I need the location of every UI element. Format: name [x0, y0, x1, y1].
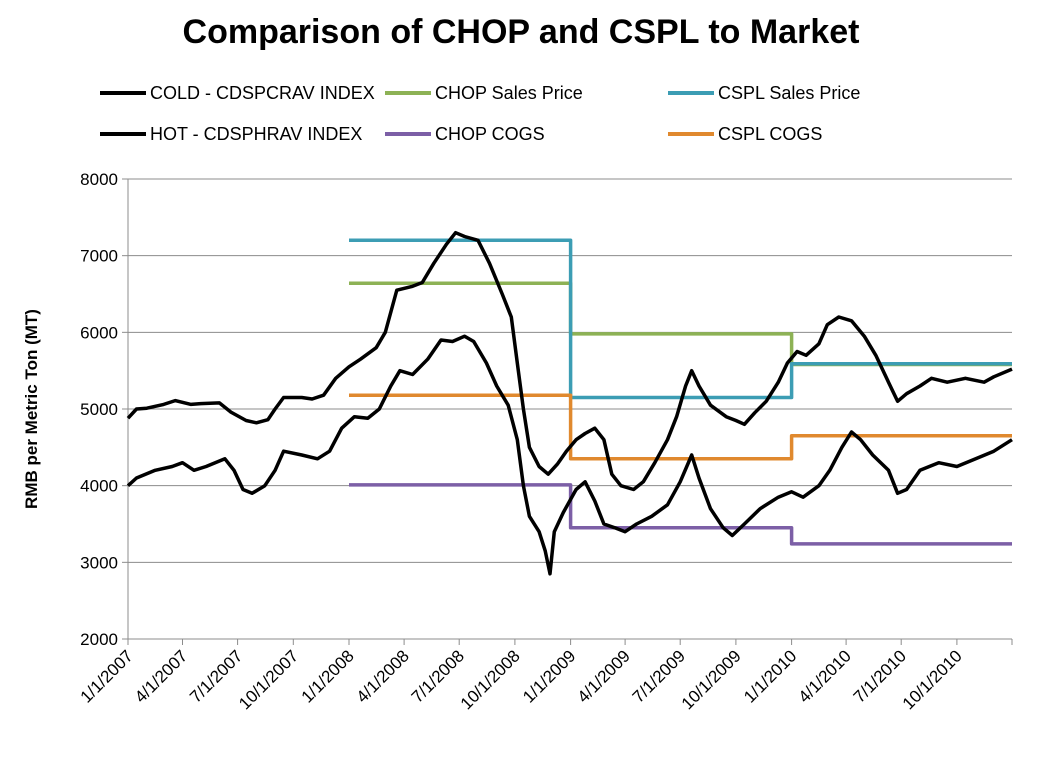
y-tick-label: 8000: [80, 170, 118, 189]
x-tick-label: 4/1/2009: [574, 646, 634, 706]
y-tick-label: 2000: [80, 630, 118, 649]
series-line-hot-cdsphrav-index: [126, 334, 1013, 576]
chart-title: Comparison of CHOP and CSPL to Market: [183, 13, 860, 51]
x-tick-label: 4/1/2008: [353, 646, 413, 706]
x-tick-label: 1/1/2009: [519, 646, 579, 706]
x-tick-label: 10/1/2007: [235, 646, 302, 713]
y-tick-label: 5000: [80, 400, 118, 419]
y-tick-label: 4000: [80, 477, 118, 496]
series-line-chop-sales-price: [349, 281, 1012, 367]
legend-label-cspl-cogs: CSPL COGS: [718, 124, 822, 144]
x-tick-label: 10/1/2008: [457, 646, 524, 713]
series-lines: [126, 230, 1013, 576]
series-line-chop-cogs: [349, 483, 1012, 546]
x-tick-label: 4/1/2010: [795, 646, 855, 706]
x-tick-label: 1/1/2008: [298, 646, 358, 706]
x-tick-label: 10/1/2009: [678, 646, 745, 713]
legend: COLD - CDSPCRAV INDEX CHOP Sales Price C…: [100, 83, 860, 144]
axes: 20003000400050006000700080001/1/20074/1/…: [77, 170, 1013, 713]
y-axis-title: RMB per Metric Ton (MT): [22, 309, 41, 509]
y-tick-label: 3000: [80, 553, 118, 572]
x-tick-label: 10/1/2010: [899, 646, 966, 713]
x-tick-label: 1/1/2007: [77, 646, 137, 706]
legend-label-hot: HOT - CDSPHRAV INDEX: [150, 124, 362, 144]
series-line-cspl-sales-price: [349, 238, 1012, 400]
series-line-cold-cdspcrav-index: [126, 230, 1013, 492]
legend-label-cspl-sales: CSPL Sales Price: [718, 83, 860, 103]
series-line-cspl-cogs: [349, 393, 1012, 461]
legend-label-chop-sales: CHOP Sales Price: [435, 83, 583, 103]
x-tick-label: 1/1/2010: [740, 646, 800, 706]
legend-label-chop-cogs: CHOP COGS: [435, 124, 545, 144]
legend-label-cold: COLD - CDSPCRAV INDEX: [150, 83, 375, 103]
x-tick-label: 4/1/2007: [131, 646, 191, 706]
y-tick-label: 6000: [80, 323, 118, 342]
y-tick-label: 7000: [80, 247, 118, 266]
